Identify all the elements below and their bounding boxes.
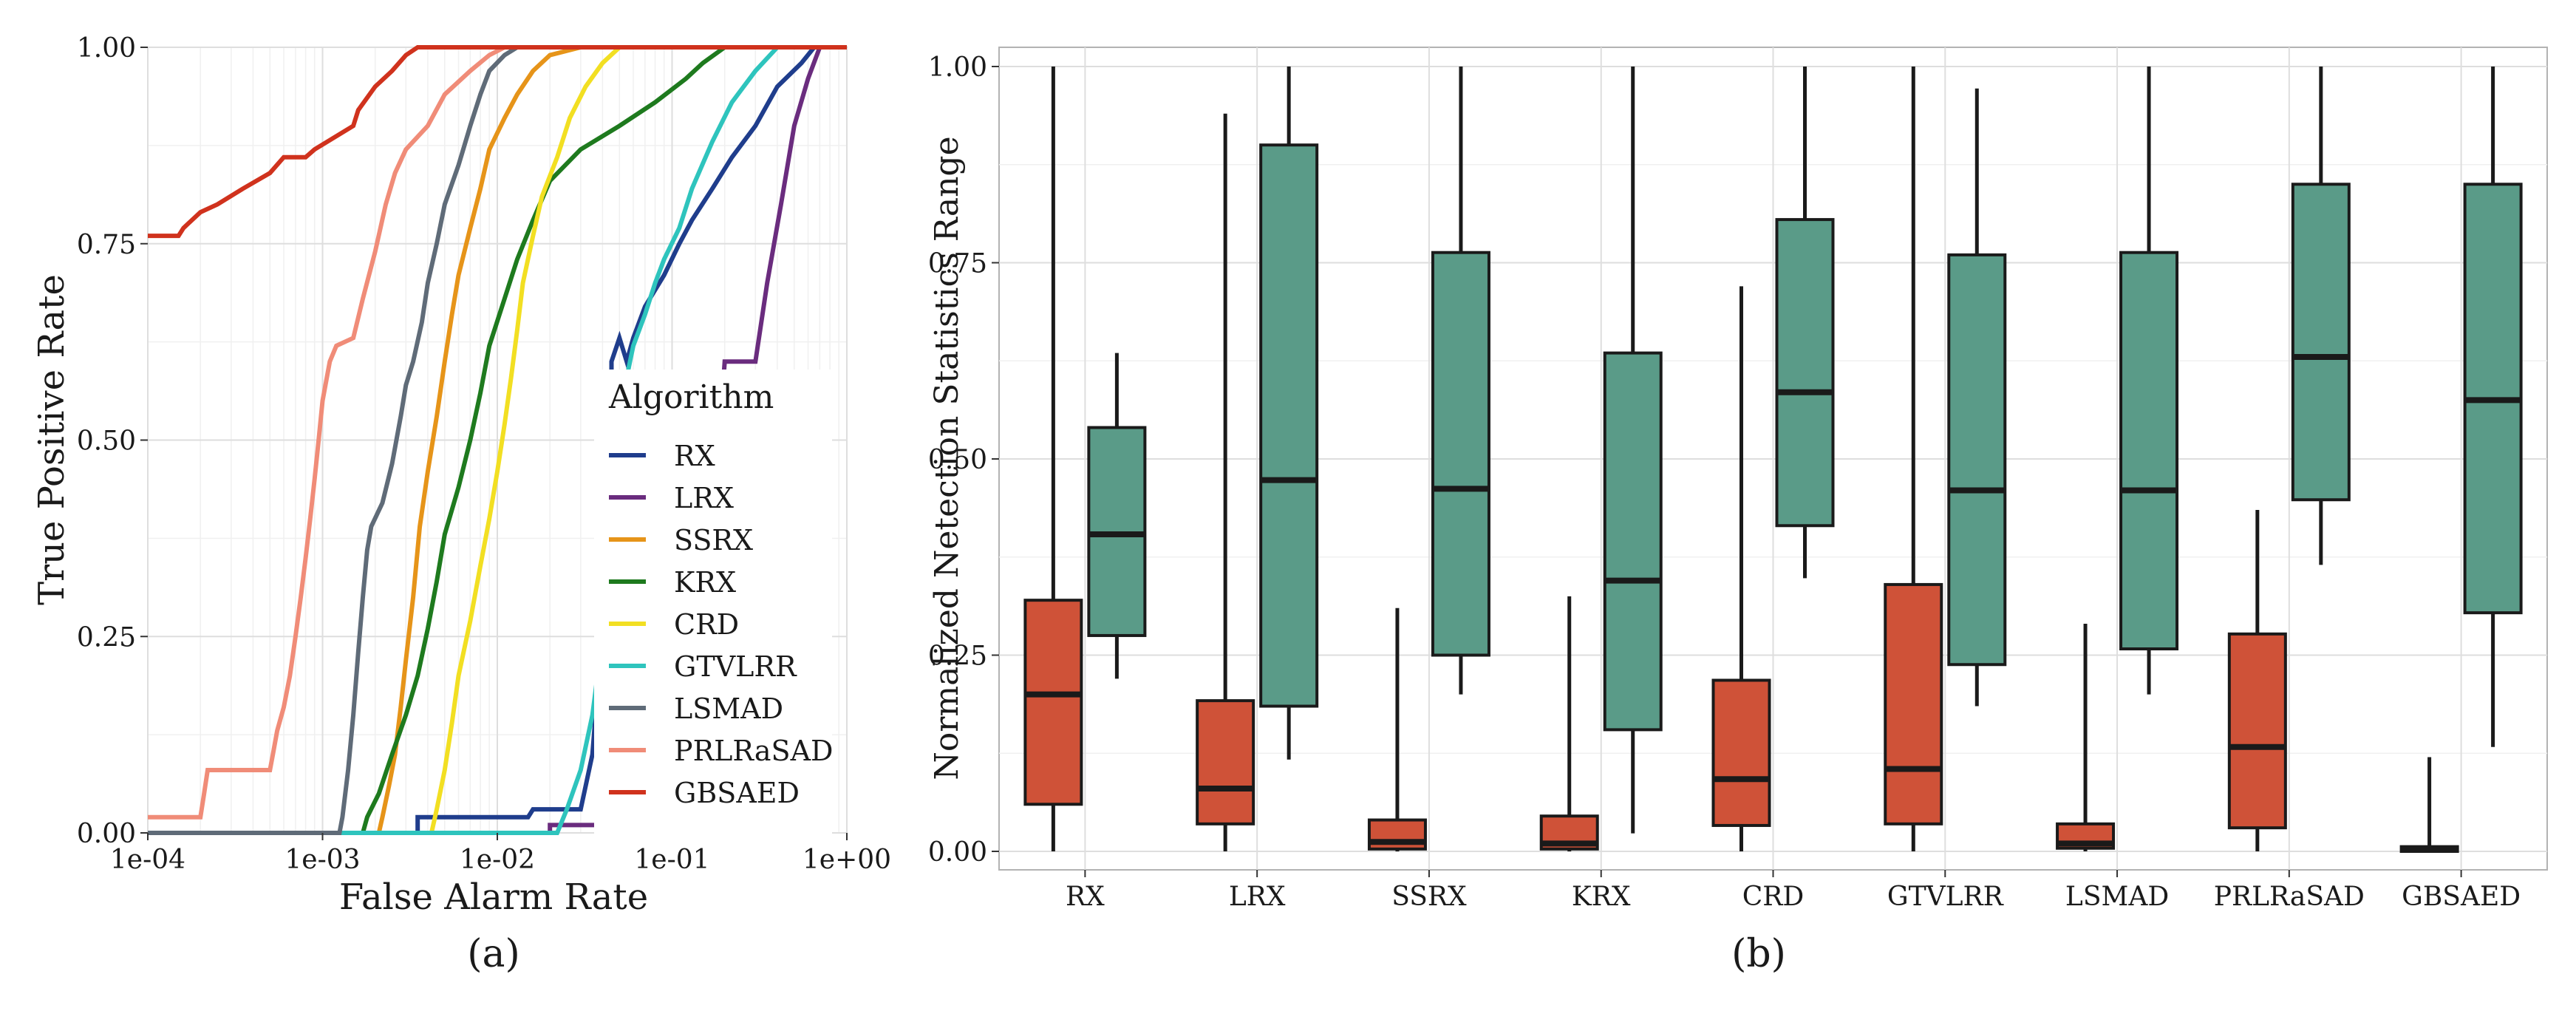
roc-x-ticks: 1e-04 1e-03 1e-02 1e-01 1e+00: [110, 833, 891, 875]
x-tick-label-crd: CRD: [1742, 882, 1805, 912]
box-background-ssrx: [1367, 607, 1427, 851]
box-iqr: [1196, 699, 1255, 826]
box-target-lrx: [1259, 67, 1319, 760]
box-target-prlrasad: [2291, 67, 2351, 565]
box-background-prlrasad: [2227, 510, 2287, 851]
legend-label-ssrx: SSRX: [674, 524, 753, 556]
x-tick-label-ssrx: SSRX: [1391, 882, 1467, 912]
x-tick-label: 1e-04: [110, 845, 185, 875]
box-target-ssrx: [1431, 67, 1490, 695]
legend-items: RX LRX SSRX KRX CRD GTVLRR LSMAD PRLRaSAD GBSAED: [609, 440, 834, 809]
roc-line-rx: [148, 45, 847, 835]
x-tick-label-gbsaed: GBSAED: [2402, 882, 2521, 912]
y-tick-label: 0.00: [928, 837, 987, 868]
y-tick-label: 1.00: [77, 33, 136, 64]
box-background-crd: [1711, 286, 1771, 851]
roc-line-gtvlrr: [148, 45, 847, 835]
box-iqr: [1603, 351, 1663, 732]
roc-line-crd: [148, 45, 847, 835]
box-target-krx: [1603, 67, 1663, 834]
box-target-gtvlrr: [1947, 88, 2007, 707]
roc-x-axis-title: False Alarm Rate: [339, 876, 648, 918]
y-tick-label: 0.75: [77, 230, 136, 260]
y-tick-label: 0.00: [77, 819, 136, 849]
box-target-lsmad: [2119, 67, 2179, 695]
box-y-axis-title: Normalized Netection Statistics Range: [928, 136, 966, 780]
box-iqr: [1431, 251, 1490, 657]
box-iqr: [1023, 599, 1083, 806]
box-y-ticks: 0.00 0.25 0.50 0.75 1.00: [928, 52, 999, 868]
box-background-rx: [1023, 67, 1083, 851]
roc-y-ticks: 0.00 0.25 0.50 0.75 1.00: [77, 33, 148, 849]
roc-legend: Algorithm RX LRX SSRX KRX CRD GTVLRR LSMAD PRLR…: [594, 370, 834, 842]
y-tick-label: 1.00: [928, 52, 987, 83]
roc-line-lsmad: [148, 45, 847, 835]
legend-label-gbsaed: GBSAED: [674, 777, 800, 809]
roc-line-ssrx: [148, 45, 847, 835]
box-background-gtvlrr: [1884, 67, 1943, 851]
legend-background: [594, 370, 832, 842]
box-iqr: [1259, 143, 1319, 708]
box-iqr: [2227, 632, 2287, 830]
box-x-ticks: RX LRX SSRX KRX CRD GTVLRR LSMAD PRLRaSAD GBSAED: [1066, 870, 2521, 912]
x-tick-label-prlrasad: PRLRaSAD: [2214, 882, 2365, 912]
box-iqr: [2119, 251, 2179, 651]
box-background-lrx: [1196, 113, 1255, 851]
legend-label-krx: KRX: [674, 566, 736, 599]
x-tick-label: 1e+00: [803, 845, 891, 875]
panel-a-roc-chart: 0.000.250.500.751.00 1e-04 1e-03 1e-02 1e-0…: [31, 33, 891, 976]
roc-line-gbsaed: [148, 45, 847, 239]
x-tick-label: 1e-02: [460, 845, 535, 875]
roc-series: [148, 45, 847, 835]
y-tick-label: 0.25: [77, 622, 136, 653]
legend-label-crd: CRD: [674, 608, 739, 641]
legend-label-gtvlrr: GTVLRR: [674, 650, 797, 683]
y-tick-label: 0.50: [77, 426, 136, 457]
y-tick-label: 0.50: [928, 445, 987, 475]
legend-label-lsmad: LSMAD: [674, 692, 783, 725]
x-tick-label-gtvlrr: GTVLRR: [1887, 882, 2004, 912]
box-iqr: [2291, 183, 2351, 502]
roc-line-krx: [148, 45, 847, 835]
legend-label-lrx: LRX: [674, 482, 734, 514]
box-iqr: [1711, 678, 1771, 827]
legend-title: Algorithm: [608, 378, 774, 416]
box-iqr: [1947, 253, 2007, 667]
box-series: [1023, 67, 2523, 854]
roc-y-axis-title: True Positive Rate: [31, 274, 72, 605]
box-background-lsmad: [2056, 624, 2116, 851]
x-tick-label-lrx: LRX: [1229, 882, 1286, 912]
roc-line-prlrasad: [148, 45, 847, 820]
box-background-gbsaed: [2399, 757, 2459, 854]
box-target-gbsaed: [2463, 67, 2523, 747]
legend-label-rx: RX: [674, 440, 715, 472]
box-gridlines: [999, 47, 2547, 870]
panel-label-b: (b): [1731, 932, 1786, 976]
box-target-rx: [1087, 353, 1147, 679]
panel-b-box-chart: 0.00 0.25 0.50 0.75 1.00 RX LRX SSRX KRX CRD GTVL…: [928, 47, 2548, 976]
legend-label-prlrasad: PRLRaSAD: [674, 735, 834, 767]
box-target-crd: [1775, 67, 1835, 579]
panel-label-a: (a): [467, 932, 520, 976]
y-tick-label: 0.75: [928, 249, 987, 279]
box-iqr: [1775, 218, 1835, 528]
x-tick-label-lsmad: LSMAD: [2065, 882, 2169, 912]
x-tick-label-krx: KRX: [1572, 882, 1631, 912]
box-background-krx: [1539, 596, 1599, 851]
box-iqr: [1884, 582, 1943, 826]
x-tick-label: 1e-03: [284, 845, 360, 875]
y-tick-label: 0.25: [928, 641, 987, 672]
x-tick-label-rx: RX: [1066, 882, 1105, 912]
x-tick-label: 1e-01: [634, 845, 709, 875]
